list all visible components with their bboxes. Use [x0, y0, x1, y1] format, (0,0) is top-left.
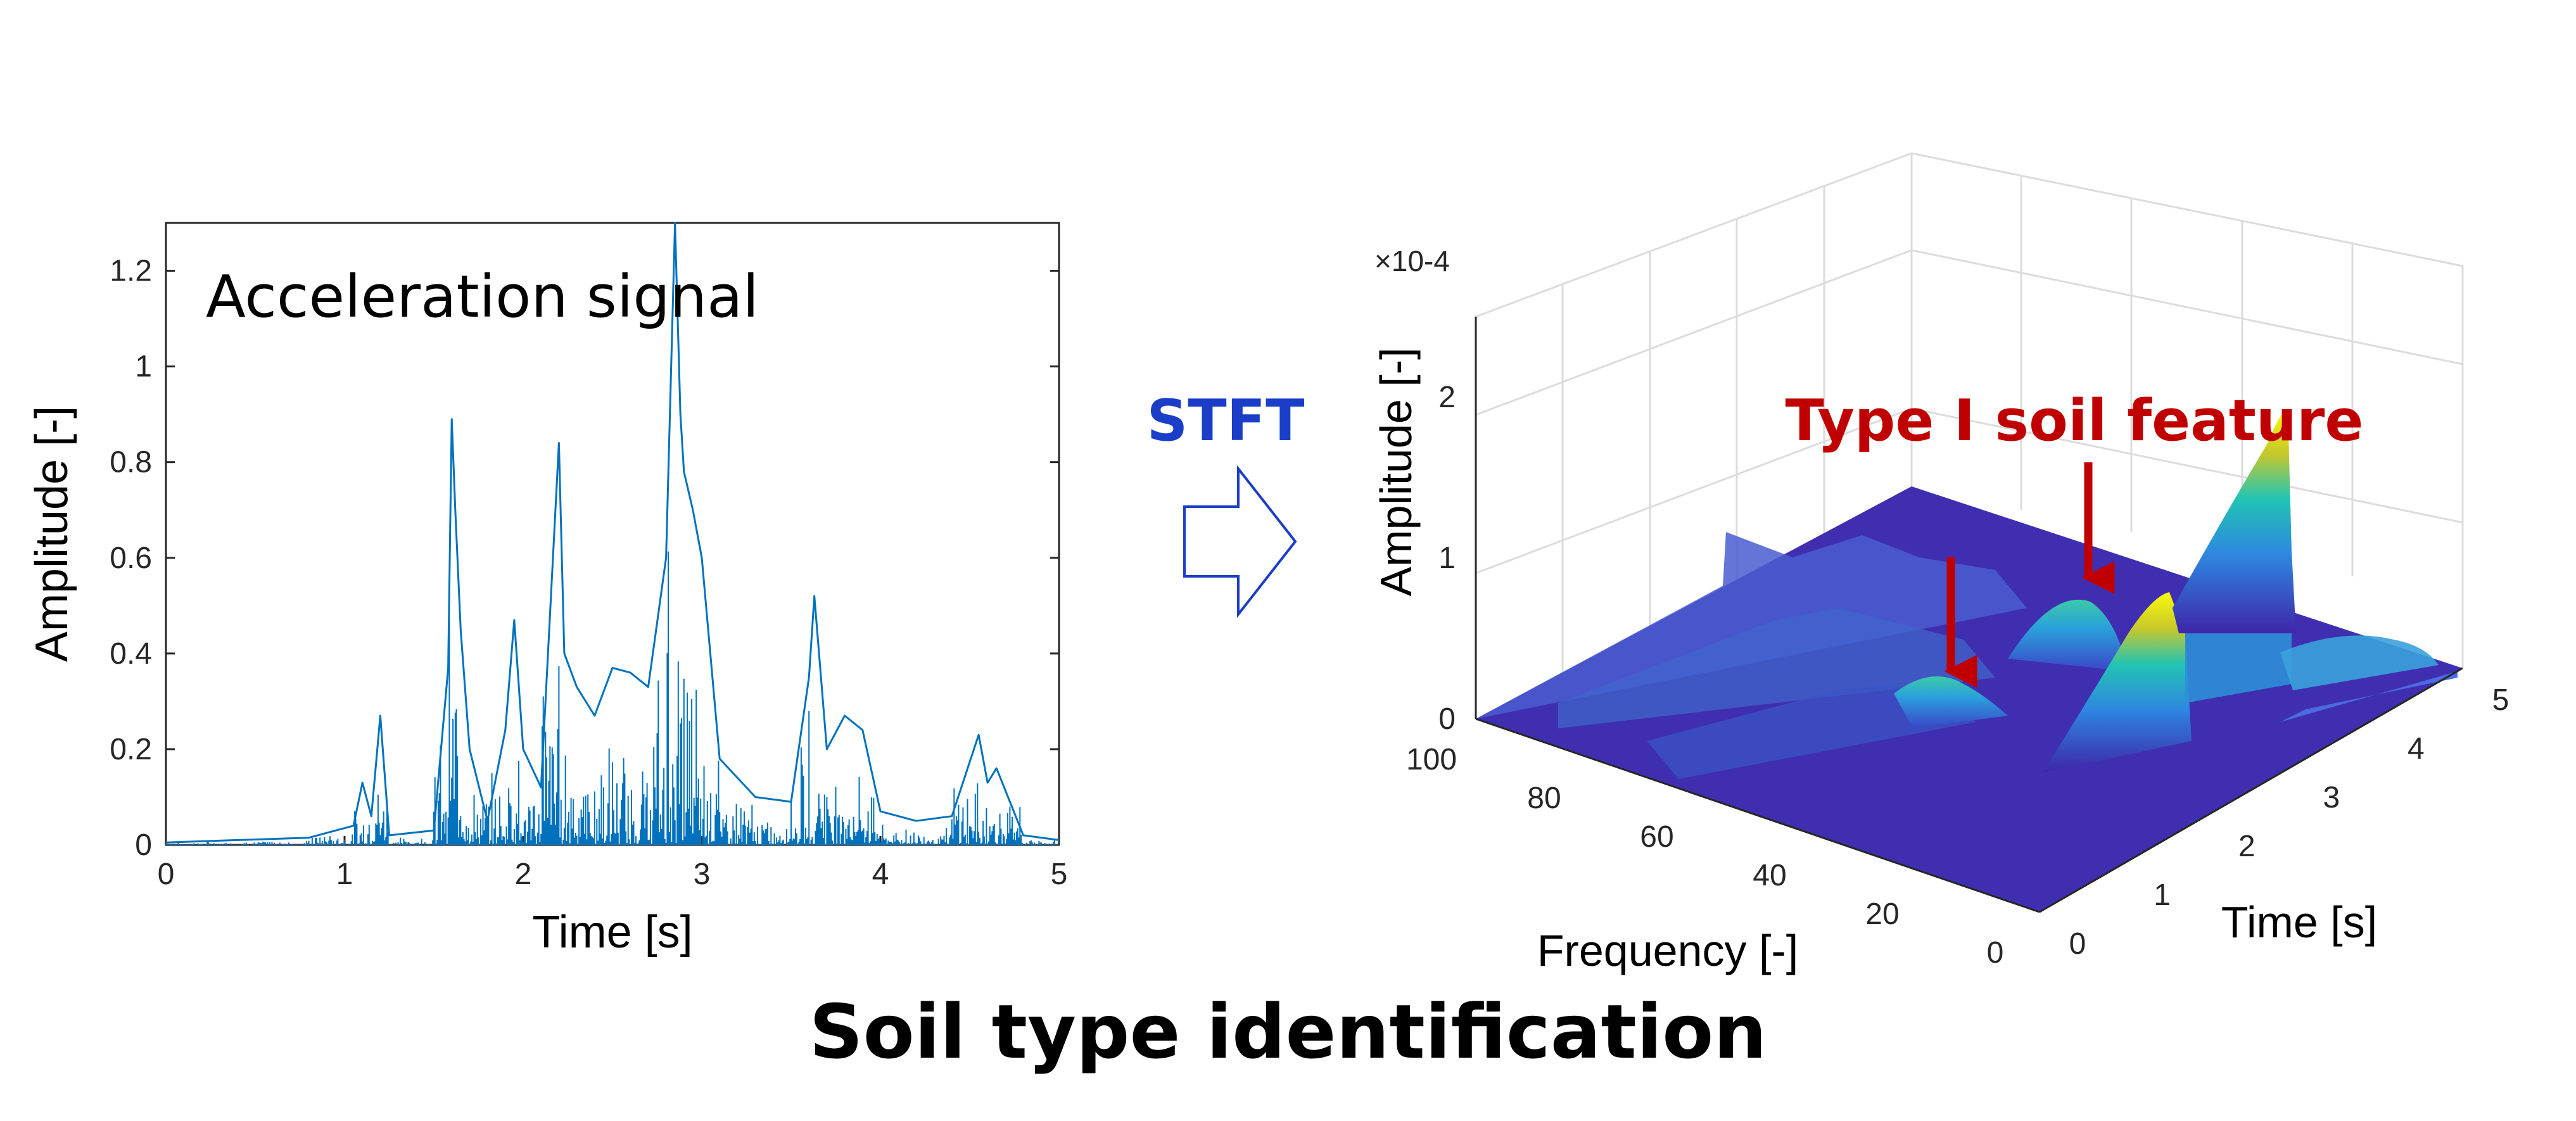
surface-x-tick-label: 60 [1640, 820, 1673, 854]
surface-ridges [1476, 408, 2458, 779]
surface-tick-group: 0 1 2 100 80 60 40 20 0 0 1 2 3 4 5 [1406, 381, 2509, 970]
acceleration-signal-noise [165, 551, 1059, 845]
surface-y-tick-label: 1 [2154, 878, 2171, 912]
surface-y-tick-label: 4 [2408, 732, 2425, 766]
acceleration-y-tick-label: 0.4 [110, 637, 152, 671]
acceleration-x-axis-label: Time [s] [532, 907, 692, 958]
surface-x-tick-label: 80 [1527, 782, 1561, 815]
acceleration-tick-group: 0 1 2 3 4 5 0 0.2 0.4 0.6 0.8 1 1.2 [110, 255, 1067, 891]
acceleration-y-tick-label: 1 [135, 350, 152, 384]
feature-bump-1 [1894, 676, 2008, 728]
acceleration-chart: 0 1 2 3 4 5 0 0.2 0.4 0.6 0.8 1 1.2 Acceleration sig… [27, 222, 1067, 958]
surface-y-axis-label: Time [s] [2221, 897, 2377, 947]
acceleration-y-tick-label: 0.6 [110, 542, 152, 575]
acceleration-signal-line [165, 222, 1060, 844]
acceleration-x-tick-label: 5 [1051, 858, 1068, 891]
surface-y-tick-label: 2 [2238, 830, 2256, 863]
acceleration-signal-spikes [165, 551, 1059, 845]
acceleration-x-tick-label: 1 [336, 858, 353, 891]
surface-z-multiplier: ×10-4 [1374, 244, 1450, 277]
surface-z-axis-label: Amplitude [-] [1371, 348, 1421, 597]
surface-y-tick-label: 0 [2069, 927, 2086, 961]
surface-y-tick-label: 3 [2323, 781, 2340, 814]
ridge-peak-2 [2173, 408, 2296, 633]
acceleration-x-tick-label: 3 [694, 858, 711, 891]
acceleration-y-tick-label: 1.2 [110, 255, 152, 288]
acceleration-plot-frame [165, 222, 1060, 846]
acceleration-x-tick-label: 4 [872, 858, 889, 891]
ridge-peak-1 [2043, 592, 2192, 773]
surface-x-axis-label: Frequency [-] [1537, 926, 1798, 975]
stft-transform-indicator: STFT [1146, 388, 1305, 618]
surface-axes [1475, 317, 2463, 913]
surface-y-tick-label: 5 [2492, 683, 2509, 717]
surface-z-tick-label: 0 [1438, 702, 1456, 736]
surface-x-tick-label: 20 [1865, 897, 1899, 931]
surface-z-tick-label: 2 [1438, 381, 1456, 414]
acceleration-y-tick-label: 0.2 [110, 733, 152, 766]
acceleration-x-tick-label: 0 [158, 858, 175, 891]
acceleration-x-tick-label: 2 [515, 858, 532, 891]
acceleration-y-tick-label: 0 [135, 828, 152, 862]
acceleration-chart-title: Acceleration signal [206, 263, 759, 331]
acceleration-y-tick-label: 0.8 [110, 446, 152, 479]
figure-caption: Soil type identification [809, 988, 1767, 1075]
surface-x-tick-label: 0 [1987, 936, 2004, 970]
surface-x-tick-label: 40 [1753, 859, 1786, 892]
surface-x-tick-label: 100 [1406, 743, 1457, 776]
feature-bump-2 [2008, 599, 2128, 671]
right-arrow-icon [1183, 465, 1297, 618]
acceleration-y-axis-label: Amplitude [-] [27, 406, 77, 662]
stft-label: STFT [1146, 388, 1304, 454]
feature-annotation-label: Type Ⅰ soil feature [1786, 388, 2364, 454]
stft-surface-chart: 0 1 2 100 80 60 40 20 0 0 1 2 3 4 5 ×10-4 Amplitude [-… [1371, 152, 2509, 975]
surface-z-tick-label: 1 [1438, 542, 1456, 575]
